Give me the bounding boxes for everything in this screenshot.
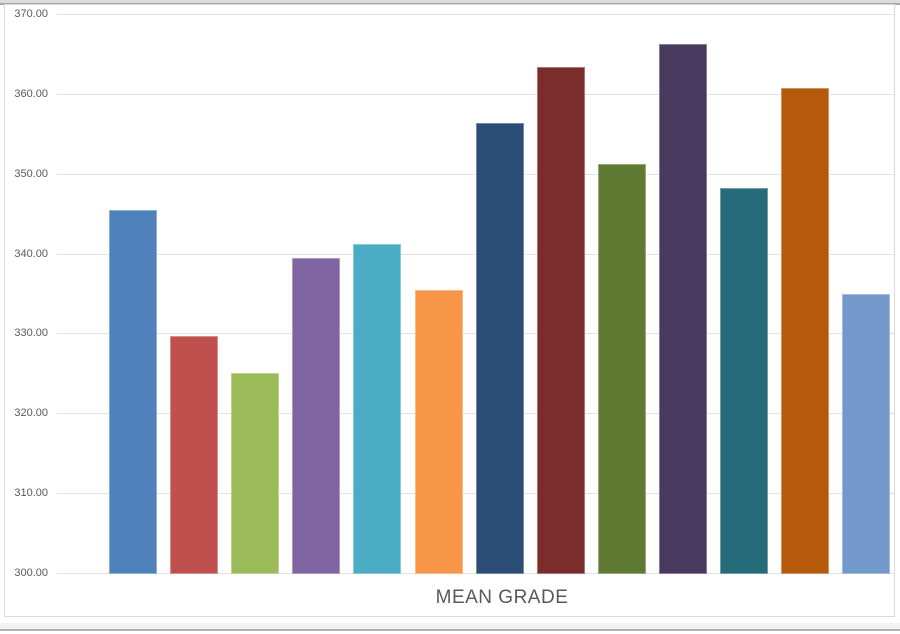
y-tick-label: 350.00: [14, 168, 48, 180]
y-tick-label: 330.00: [14, 327, 48, 339]
y-tick-label: 360.00: [14, 88, 48, 100]
bar[interactable]: [109, 209, 157, 574]
y-tick-label: 310.00: [14, 487, 48, 499]
bar[interactable]: [231, 372, 279, 574]
bar[interactable]: [353, 244, 401, 574]
y-tick-label: 340.00: [14, 248, 48, 260]
x-axis-title[interactable]: MEAN GRADE: [435, 587, 569, 608]
bar[interactable]: [659, 44, 707, 574]
y-tick-label: 320.00: [14, 407, 48, 419]
bar[interactable]: [537, 66, 585, 574]
bar[interactable]: [170, 335, 218, 574]
window-bottom-edge: [0, 623, 900, 631]
y-tick-label: 370.00: [14, 8, 48, 20]
bar[interactable]: [720, 188, 768, 574]
bar[interactable]: [842, 293, 890, 574]
y-tick-label: 300.00: [14, 567, 48, 579]
y-gridline: [57, 14, 895, 15]
bar[interactable]: [476, 122, 524, 574]
bar[interactable]: [415, 289, 463, 574]
bar[interactable]: [292, 258, 340, 574]
bar[interactable]: [598, 164, 646, 574]
y-gridline: [57, 94, 895, 95]
bar[interactable]: [781, 88, 829, 574]
